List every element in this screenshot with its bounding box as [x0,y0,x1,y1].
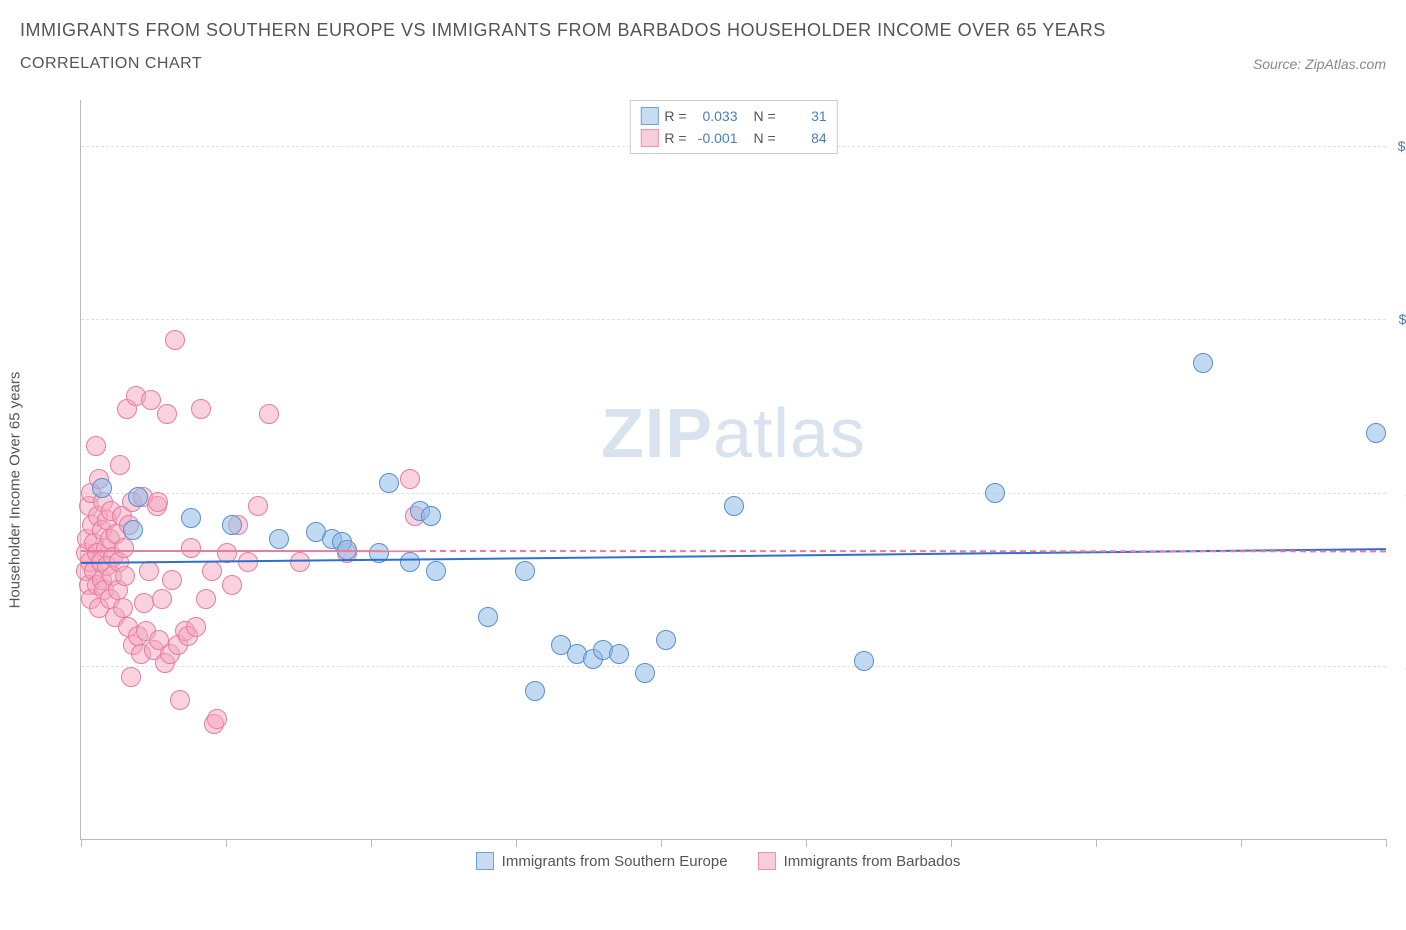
data-point [854,651,874,671]
data-point [196,589,216,609]
data-point [1366,423,1386,443]
chart-subtitle: CORRELATION CHART [20,55,202,73]
data-point [128,487,148,507]
data-point [181,508,201,528]
data-point [148,492,168,512]
y-axis-label: Householder Income Over 65 years [7,372,24,609]
legend-row-series-2: R = -0.001 N = 84 [640,127,826,149]
data-point [478,607,498,627]
data-point [259,404,279,424]
x-tick [661,839,662,847]
data-point [92,478,112,498]
data-point [207,709,227,729]
y-tick-label: $150,000 [1391,138,1406,154]
legend-row-series-1: R = 0.033 N = 31 [640,105,826,127]
data-point [186,617,206,637]
data-point [86,436,106,456]
data-point [269,529,289,549]
data-point [113,598,133,618]
source-attribution: Source: ZipAtlas.com [1253,56,1386,72]
chart-title: IMMIGRANTS FROM SOUTHERN EUROPE VS IMMIG… [20,20,1386,41]
data-point [191,399,211,419]
data-point [290,552,310,572]
data-point [421,506,441,526]
data-point [400,469,420,489]
x-tick [516,839,517,847]
x-tick [951,839,952,847]
data-point [222,575,242,595]
data-point [152,589,172,609]
legend-swatch-icon [758,852,776,870]
data-point [157,404,177,424]
data-point [609,644,629,664]
x-tick [1386,839,1387,847]
data-point [123,520,143,540]
x-tick [371,839,372,847]
data-point [426,561,446,581]
gridline [81,493,1386,494]
data-point [515,561,535,581]
data-point [724,496,744,516]
x-tick [806,839,807,847]
data-point [162,570,182,590]
data-point [181,538,201,558]
data-point [400,552,420,572]
y-tick-label: $75,000 [1391,485,1406,501]
x-tick [1241,839,1242,847]
legend-item-series-1: Immigrants from Southern Europe [476,852,728,870]
legend-item-series-2: Immigrants from Barbados [758,852,961,870]
data-point [134,593,154,613]
x-tick [1096,839,1097,847]
data-point [985,483,1005,503]
x-tick [226,839,227,847]
data-point [656,630,676,650]
data-point [379,473,399,493]
data-point [114,538,134,558]
data-point [115,566,135,586]
data-point [1193,353,1213,373]
data-point [165,330,185,350]
y-tick-label: $37,500 [1391,658,1406,674]
data-point [121,667,141,687]
data-point [139,561,159,581]
data-point [170,690,190,710]
scatter-plot: ZIPatlas R = 0.033 N = 31 R = -0.001 N =… [80,100,1386,840]
correlation-legend: R = 0.033 N = 31 R = -0.001 N = 84 [629,100,837,154]
series-legend: Immigrants from Southern Europe Immigran… [50,852,1386,870]
watermark: ZIPatlas [601,393,866,473]
data-point [222,515,242,535]
legend-swatch-icon [476,852,494,870]
data-point [525,681,545,701]
gridline [81,666,1386,667]
data-point [635,663,655,683]
data-point [202,561,222,581]
x-tick [81,839,82,847]
y-tick-label: $112,500 [1391,311,1406,327]
chart-area: Householder Income Over 65 years ZIPatla… [50,100,1386,880]
data-point [110,455,130,475]
data-point [248,496,268,516]
legend-swatch-series-1 [640,107,658,125]
gridline [81,319,1386,320]
legend-swatch-series-2 [640,129,658,147]
